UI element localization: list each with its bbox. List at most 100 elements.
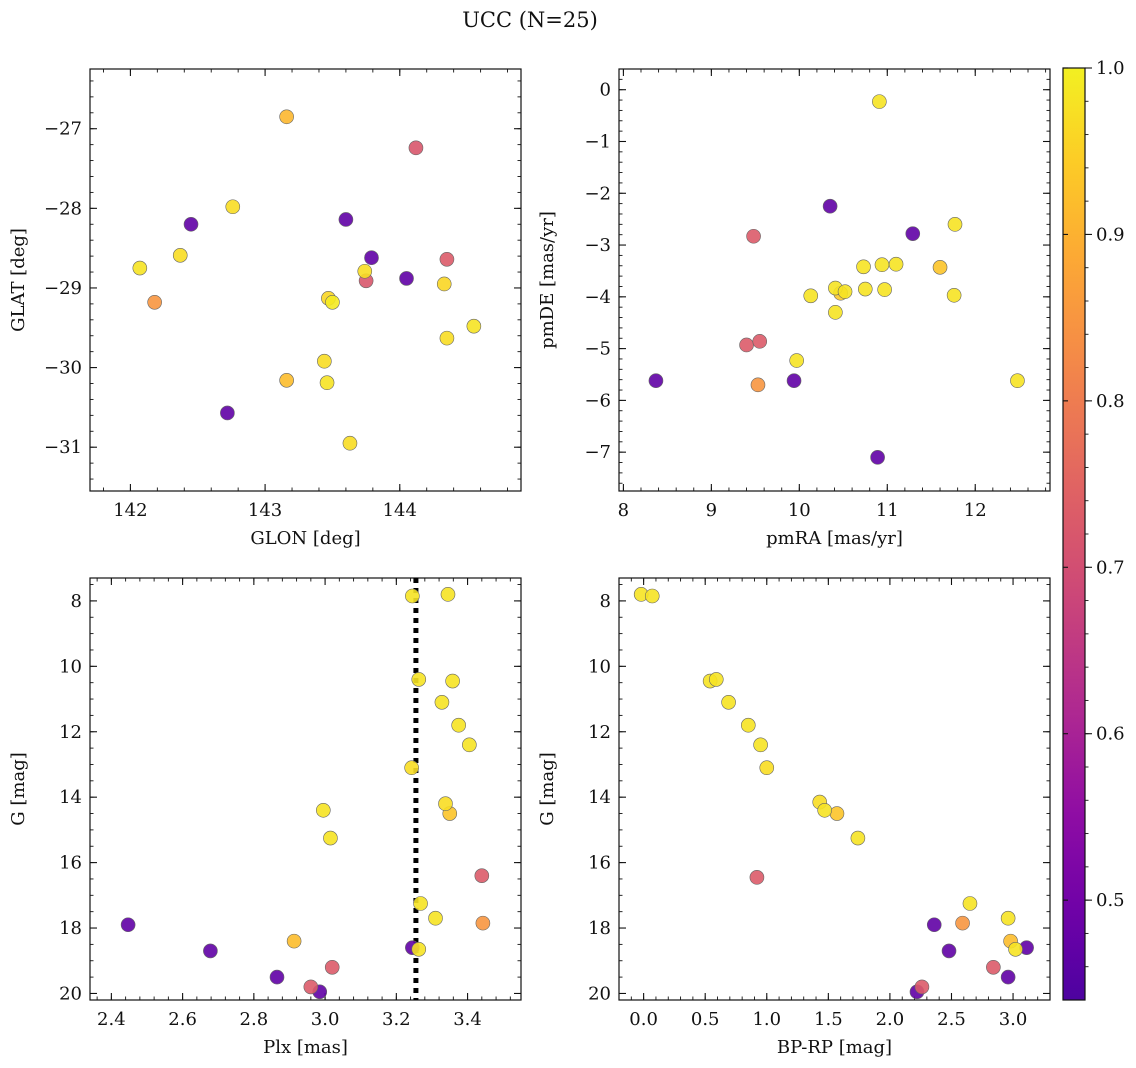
scatter-point bbox=[475, 915, 491, 931]
y-tick-label: 20 bbox=[59, 983, 82, 1004]
scatter-point bbox=[822, 198, 838, 214]
scatter-point bbox=[962, 896, 978, 911]
y-tick-label: −3 bbox=[584, 235, 611, 256]
scatter-point bbox=[749, 870, 765, 885]
scatter-point bbox=[474, 868, 490, 883]
scatter-point bbox=[434, 695, 450, 710]
x-tick-label: 3.4 bbox=[453, 1009, 482, 1030]
scatter-point bbox=[269, 969, 285, 985]
colorbar-tick-label: 0.6 bbox=[1096, 724, 1125, 745]
scatter-point bbox=[746, 228, 761, 244]
scatter-point bbox=[183, 216, 199, 232]
x-tick-label: 11 bbox=[876, 500, 899, 521]
y-tick-label: 10 bbox=[588, 656, 611, 677]
scatter-point bbox=[279, 373, 294, 388]
x-tick-label: 143 bbox=[248, 500, 282, 521]
scatter-point bbox=[451, 717, 466, 733]
x-tick-label: 10 bbox=[788, 500, 811, 521]
scatter-point bbox=[752, 334, 768, 349]
scatter-point bbox=[147, 294, 162, 310]
scatter-point bbox=[132, 260, 148, 276]
scatter-point bbox=[172, 248, 188, 263]
y-tick-label: −29 bbox=[44, 278, 82, 299]
scatter-point bbox=[789, 353, 804, 368]
scatter-point bbox=[440, 587, 456, 602]
scatter-point bbox=[357, 263, 373, 279]
scatter-point bbox=[220, 405, 235, 421]
figure-title: UCC (N=25) bbox=[462, 8, 598, 32]
scatter-point bbox=[941, 943, 957, 959]
y-tick-label: 0 bbox=[600, 80, 611, 101]
y-tick-label: 16 bbox=[588, 853, 611, 874]
plot-frame bbox=[89, 577, 522, 1001]
scatter-point bbox=[708, 672, 724, 687]
scatter-point bbox=[436, 276, 452, 292]
x-tick-label: 2.6 bbox=[168, 1009, 197, 1030]
x-tick-label: 9 bbox=[706, 500, 717, 521]
scatter-point bbox=[872, 94, 887, 109]
y-tick-label: 18 bbox=[588, 918, 611, 939]
x-tick-label: 2.4 bbox=[97, 1009, 126, 1030]
scatter-point bbox=[1010, 373, 1025, 389]
y-tick-label: −5 bbox=[584, 339, 611, 360]
scatter-point bbox=[1008, 941, 1023, 957]
scatter-point bbox=[303, 979, 319, 995]
scatter-point bbox=[837, 284, 853, 299]
x-tick-label: 2.5 bbox=[937, 1009, 966, 1030]
scatter-point bbox=[850, 830, 866, 846]
scatter-point bbox=[364, 250, 379, 266]
scatter-point bbox=[644, 588, 660, 604]
y-tick-label: −28 bbox=[44, 198, 82, 219]
x-axis-label: GLON [deg] bbox=[250, 528, 360, 549]
x-tick-label: 8 bbox=[618, 500, 629, 521]
scatter-point bbox=[829, 806, 845, 821]
scatter-point bbox=[753, 737, 768, 753]
scatter-point bbox=[404, 760, 419, 776]
plot-frame bbox=[618, 577, 1051, 1001]
colorbar-tick-label: 0.5 bbox=[1096, 890, 1125, 911]
panel-glon-glat: 142 143 144 −27 −28 −29 −30 −31 GLON [deg] GLAT [… bbox=[8, 68, 522, 549]
scatter-point bbox=[1000, 969, 1016, 985]
scatter-point bbox=[817, 802, 832, 818]
scatter-point bbox=[803, 288, 819, 304]
scatter-point bbox=[439, 330, 455, 346]
scatter-point bbox=[324, 959, 340, 975]
y-tick-label: 18 bbox=[59, 918, 82, 939]
y-tick-label: 14 bbox=[59, 787, 82, 808]
y-tick-label: −30 bbox=[44, 358, 82, 379]
scatter-point bbox=[439, 251, 455, 267]
x-tick-label: 0.0 bbox=[629, 1009, 658, 1030]
y-tick-label: 16 bbox=[59, 853, 82, 874]
x-tick-label: 2.0 bbox=[876, 1009, 905, 1030]
scatter-point bbox=[413, 896, 428, 911]
scatter-point bbox=[399, 271, 414, 286]
x-tick-label: 1.0 bbox=[752, 1009, 781, 1030]
colorbar-tick-label: 0.7 bbox=[1096, 557, 1125, 578]
colorbar-tick-label: 0.8 bbox=[1096, 391, 1125, 412]
scatter-point bbox=[462, 737, 477, 753]
y-tick-label: −27 bbox=[44, 119, 82, 140]
scatter-point bbox=[338, 212, 354, 227]
scatter-point bbox=[914, 979, 930, 995]
scatter-point bbox=[955, 915, 970, 931]
y-tick-label: 10 bbox=[59, 656, 82, 677]
panel-plx-g: 2.4 2.6 2.8 3.0 3.2 3.4 8 10 12 14 16 18 20 Plx [mas]… bbox=[8, 577, 522, 1058]
y-tick-label: 12 bbox=[59, 722, 82, 743]
x-axis-label: pmRA [mas/yr] bbox=[766, 528, 903, 549]
scatter-point bbox=[225, 199, 241, 215]
y-tick-label: 8 bbox=[71, 591, 82, 612]
scatter-point bbox=[857, 281, 873, 297]
y-tick-label: 14 bbox=[588, 787, 611, 808]
x-tick-label: 144 bbox=[383, 500, 417, 521]
scatter-point bbox=[932, 260, 948, 275]
plot-frame bbox=[89, 68, 522, 492]
colorbar-tick-label: 0.9 bbox=[1096, 224, 1125, 245]
x-tick-label: 3.2 bbox=[382, 1009, 411, 1030]
x-axis-label: BP-RP [mag] bbox=[777, 1037, 892, 1058]
scatter-point bbox=[874, 257, 890, 273]
scatter-point bbox=[342, 435, 358, 451]
scatter-point bbox=[946, 287, 962, 303]
scatter-point bbox=[759, 760, 775, 776]
scatter-point bbox=[316, 802, 331, 818]
